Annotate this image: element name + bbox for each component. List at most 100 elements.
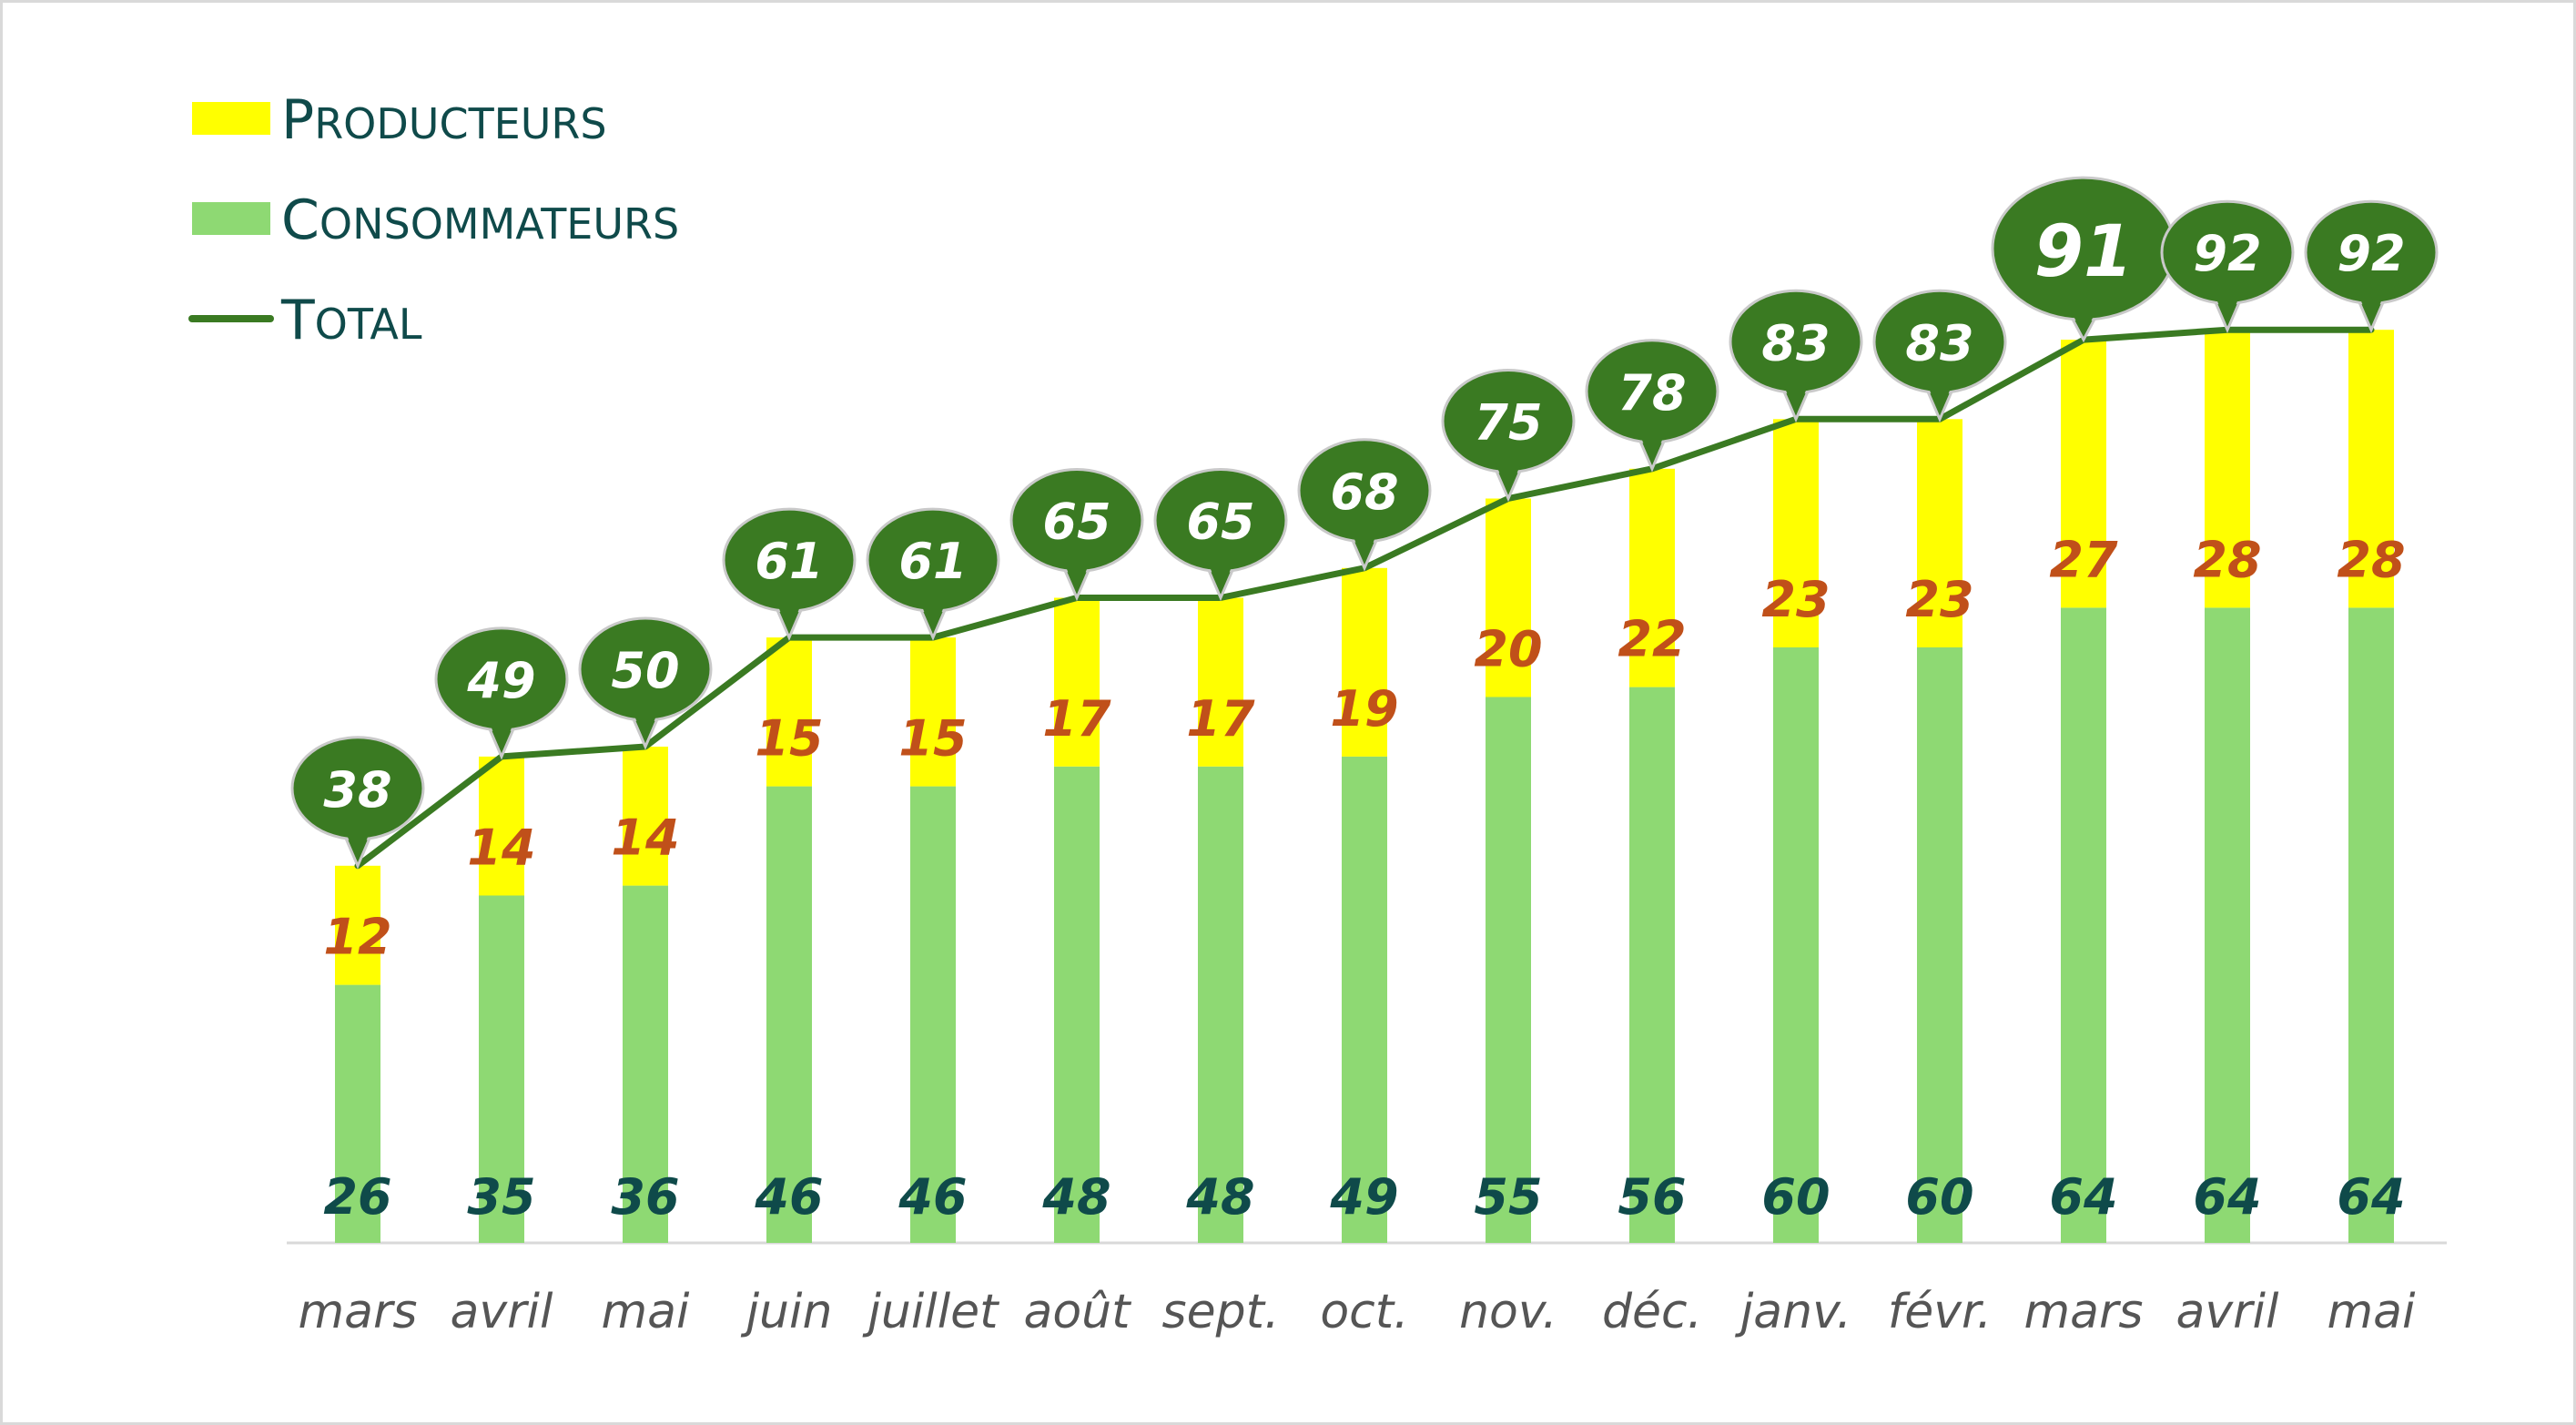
category-label-14: avril bbox=[2176, 1285, 2279, 1339]
category-label-9: nov. bbox=[1459, 1285, 1557, 1339]
value-label-consommateurs-15: 64 bbox=[2337, 1168, 2405, 1226]
value-label-consommateurs-6: 48 bbox=[1041, 1168, 1111, 1226]
legend-label-3: TOTAL bbox=[280, 289, 422, 352]
bar-consommateurs-12 bbox=[1917, 647, 1962, 1243]
value-label-producteurs-9: 20 bbox=[1474, 621, 1542, 678]
total-callout-tail-fill-7 bbox=[1208, 562, 1233, 595]
category-label-8: oct. bbox=[1320, 1285, 1408, 1339]
category-label-1: mars bbox=[299, 1285, 418, 1339]
value-label-total-2: 49 bbox=[466, 652, 535, 709]
value-label-total-6: 65 bbox=[1042, 494, 1111, 551]
value-label-total-9: 75 bbox=[1474, 394, 1542, 452]
legend-label-rest: OTAL bbox=[315, 300, 422, 349]
bar-producteurs-6 bbox=[1054, 597, 1100, 767]
bar-consommateurs-11 bbox=[1773, 647, 1819, 1243]
value-label-consommateurs-14: 64 bbox=[2193, 1168, 2261, 1226]
total-callout-tail-fill-10 bbox=[1639, 433, 1665, 465]
value-label-consommateurs-4: 46 bbox=[754, 1168, 823, 1226]
total-callout-tail-fill-14 bbox=[2215, 294, 2240, 327]
value-label-producteurs-2: 14 bbox=[467, 819, 535, 877]
legend-label-rest: ONSOMMATEURS bbox=[319, 199, 679, 249]
bar-producteurs-2 bbox=[479, 756, 524, 896]
bar-producteurs-15 bbox=[2348, 330, 2394, 608]
total-callout-tail-fill-12 bbox=[1927, 383, 1952, 416]
bar-consommateurs-10 bbox=[1629, 687, 1675, 1243]
value-label-total-1: 38 bbox=[323, 761, 391, 819]
legend-label-initial: T bbox=[280, 289, 315, 352]
legend-label-rest: RODUCTEURS bbox=[314, 99, 606, 148]
category-label-7: sept. bbox=[1161, 1285, 1279, 1339]
bar-producteurs-1 bbox=[335, 865, 380, 985]
value-label-consommateurs-12: 60 bbox=[1905, 1168, 1973, 1226]
bar-consommateurs-9 bbox=[1486, 697, 1531, 1243]
total-callout-tail-fill-15 bbox=[2358, 294, 2384, 327]
bar-producteurs-10 bbox=[1629, 468, 1675, 687]
category-label-10: déc. bbox=[1602, 1285, 1702, 1339]
value-label-producteurs-13: 27 bbox=[2049, 531, 2118, 588]
total-callout-tail-fill-3 bbox=[633, 711, 658, 743]
value-label-producteurs-11: 23 bbox=[1761, 571, 1830, 628]
value-label-producteurs-3: 14 bbox=[611, 809, 679, 867]
value-label-total-5: 61 bbox=[898, 533, 967, 590]
category-label-11: janv. bbox=[1735, 1285, 1851, 1339]
legend-swatch-2 bbox=[192, 202, 270, 235]
bar-producteurs-5 bbox=[910, 637, 956, 787]
total-callout-tail-fill-6 bbox=[1064, 562, 1090, 595]
bar-consommateurs-6 bbox=[1054, 766, 1100, 1243]
bar-consommateurs-2 bbox=[479, 895, 524, 1243]
value-label-consommateurs-7: 48 bbox=[1185, 1168, 1254, 1226]
bar-consommateurs-8 bbox=[1342, 756, 1387, 1243]
value-label-consommateurs-3: 36 bbox=[611, 1168, 679, 1226]
bar-producteurs-13 bbox=[2061, 340, 2106, 608]
value-label-consommateurs-5: 46 bbox=[898, 1168, 967, 1226]
total-callout-tail-fill-2 bbox=[489, 720, 514, 753]
bar-consommateurs-1 bbox=[335, 984, 380, 1243]
value-label-producteurs-8: 19 bbox=[1330, 680, 1398, 738]
value-label-consommateurs-10: 56 bbox=[1618, 1168, 1686, 1226]
category-label-13: mars bbox=[2024, 1285, 2144, 1339]
value-label-producteurs-15: 28 bbox=[2337, 531, 2405, 588]
value-label-total-14: 92 bbox=[2193, 225, 2261, 282]
bar-producteurs-14 bbox=[2205, 330, 2250, 608]
total-callout-tail-fill-1 bbox=[345, 830, 370, 862]
bar-consommateurs-15 bbox=[2348, 607, 2394, 1243]
value-label-producteurs-10: 22 bbox=[1618, 611, 1686, 668]
value-label-consommateurs-2: 35 bbox=[467, 1168, 535, 1226]
value-label-total-8: 68 bbox=[1330, 463, 1398, 521]
value-label-total-15: 92 bbox=[2337, 225, 2405, 282]
value-label-total-3: 50 bbox=[611, 642, 679, 699]
value-label-producteurs-6: 17 bbox=[1042, 690, 1111, 748]
bar-consommateurs-7 bbox=[1198, 766, 1243, 1243]
legend-label-initial: P bbox=[281, 88, 314, 152]
value-label-total-4: 61 bbox=[755, 533, 823, 590]
legend-label-2: CONSOMMATEURS bbox=[281, 188, 679, 252]
total-callout-tail-fill-11 bbox=[1783, 383, 1809, 416]
value-label-total-13: 91 bbox=[2034, 211, 2134, 293]
category-label-12: févr. bbox=[1888, 1285, 1992, 1339]
category-label-4: juin bbox=[741, 1285, 833, 1339]
value-label-total-12: 83 bbox=[1905, 314, 1973, 372]
value-label-total-10: 78 bbox=[1618, 364, 1686, 422]
bar-producteurs-8 bbox=[1342, 567, 1387, 757]
value-label-consommateurs-9: 55 bbox=[1474, 1168, 1542, 1226]
bar-producteurs-12 bbox=[1917, 419, 1962, 647]
bar-producteurs-11 bbox=[1773, 419, 1819, 647]
value-label-consommateurs-11: 60 bbox=[1761, 1168, 1830, 1226]
total-callout-tail-fill-5 bbox=[920, 602, 946, 635]
value-label-total-7: 65 bbox=[1186, 494, 1254, 551]
bar-consommateurs-3 bbox=[623, 885, 668, 1243]
chart-svg: 26 12 mars 35 14 avril 36 14 mai 46 15 juin 46 15 juil… bbox=[188, 88, 2447, 1339]
bar-producteurs-7 bbox=[1198, 597, 1243, 767]
value-label-consommateurs-8: 49 bbox=[1329, 1168, 1398, 1226]
bar-consommateurs-14 bbox=[2205, 607, 2250, 1243]
total-callout-tail-fill-4 bbox=[776, 602, 802, 635]
category-label-15: mai bbox=[2328, 1285, 2417, 1339]
value-label-producteurs-12: 23 bbox=[1905, 571, 1973, 628]
total-callout-tail-fill-8 bbox=[1352, 532, 1377, 565]
value-label-producteurs-1: 12 bbox=[323, 909, 391, 966]
category-label-2: avril bbox=[451, 1285, 553, 1339]
legend-swatch-1 bbox=[192, 102, 270, 135]
bar-consommateurs-5 bbox=[910, 786, 956, 1243]
bar-consommateurs-13 bbox=[2061, 607, 2106, 1243]
